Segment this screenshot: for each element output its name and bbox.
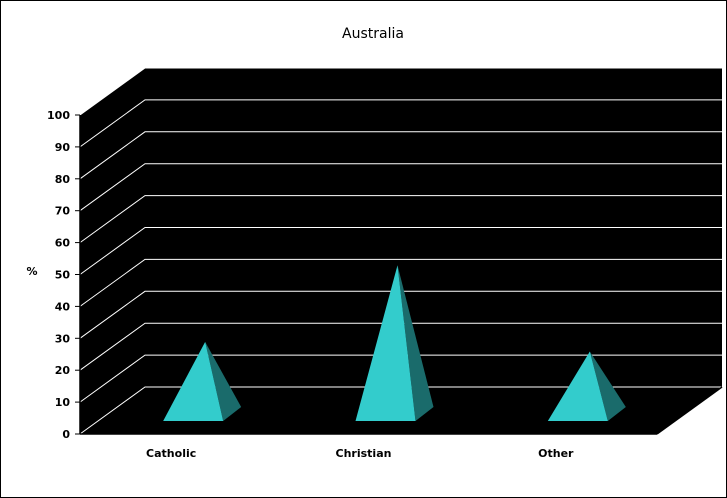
gridlines (79, 67, 722, 435)
gridline (79, 290, 722, 339)
gridline (79, 386, 722, 435)
chart-title: Australia (342, 26, 404, 42)
gridline (79, 227, 722, 275)
x-tick-label: Catholic (146, 447, 196, 460)
gridline (79, 99, 722, 148)
y-tick-label: 60 (55, 237, 71, 250)
gridline (79, 131, 722, 180)
gridline (79, 354, 722, 403)
pyramid-front-3 (547, 351, 608, 421)
y-tick-label: 20 (55, 364, 71, 377)
gridline (79, 258, 722, 307)
y-tick-label: 70 (55, 205, 71, 218)
y-tick-label: 100 (47, 109, 70, 122)
gridline (79, 322, 722, 371)
y-tick-label: 30 (55, 332, 71, 345)
x-tick-label: Christian (336, 447, 392, 460)
x-tick-labels: Catholic Christian Other (146, 447, 574, 460)
pyramid-bars (163, 265, 626, 421)
pyramid-side-2 (397, 265, 434, 421)
y-tick-label: 50 (55, 269, 71, 282)
axes (75, 114, 723, 435)
floor-edge-line (656, 386, 723, 435)
y-tick-label: 0 (62, 428, 70, 441)
pyramid-side-1 (205, 341, 242, 421)
y-axis-label: % (26, 265, 37, 278)
y-tick-label: 90 (55, 141, 71, 154)
gridline (79, 67, 722, 116)
y-tick-label: 10 (55, 396, 71, 409)
y-tick-label: 40 (55, 300, 71, 313)
gridline (79, 195, 722, 244)
x-tick-label: Other (538, 447, 574, 460)
y-tick-label: 80 (55, 173, 71, 186)
gridline (79, 163, 722, 212)
pyramid-side-3 (589, 351, 626, 421)
y-tick-labels: 0 10 20 30 40 50 60 70 80 90 100 (47, 109, 70, 441)
pyramid-front-1 (163, 341, 224, 421)
pyramid-front-2 (355, 265, 416, 421)
